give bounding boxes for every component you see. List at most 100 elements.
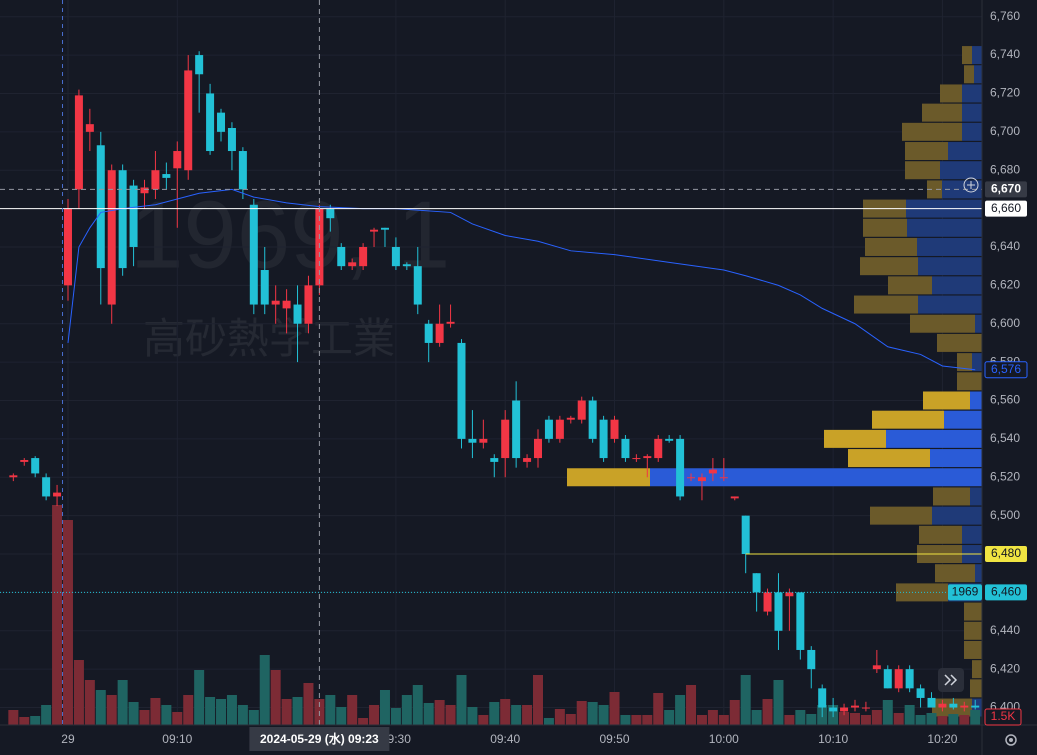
volume-bar (347, 695, 358, 725)
volume-bar (478, 715, 489, 725)
candle-body (523, 458, 532, 462)
volume-bar (806, 714, 817, 725)
volume-bar (292, 697, 303, 725)
volume-bar (95, 690, 106, 725)
add-alert-button[interactable] (963, 177, 979, 193)
y-tick-label: 6,640 (990, 239, 1020, 253)
candle-body (850, 705, 859, 708)
candle-body (184, 70, 193, 171)
volume-bar (106, 695, 117, 725)
candle-body (249, 204, 258, 305)
volume-bar (598, 705, 609, 725)
candle-body (227, 127, 236, 152)
candle-body (304, 285, 313, 324)
candles (9, 51, 980, 718)
candle-body (129, 185, 138, 247)
volume-bar (19, 717, 30, 725)
profile-down (932, 506, 982, 525)
crosshair-y-box (985, 181, 1027, 198)
candle-body (260, 270, 269, 305)
candle-body (654, 438, 663, 459)
y-tick-label: 6,600 (990, 316, 1020, 330)
price-label-text: 6,460 (991, 585, 1021, 599)
profile-up (927, 180, 942, 199)
candle-body (31, 458, 40, 474)
volume-bar (161, 705, 172, 725)
candle-body (949, 703, 958, 708)
volume-bar (467, 707, 478, 725)
profile-down (918, 295, 982, 314)
volume-bar (740, 675, 751, 725)
profile-down (972, 46, 982, 65)
volume-bar (860, 715, 871, 725)
profile-up (964, 640, 982, 659)
profile-down (907, 218, 982, 237)
candle-body (905, 669, 914, 689)
candle-body (173, 151, 182, 169)
volume-bar (686, 685, 697, 725)
crosshair-x-label: 2024-05-29 (水) 09:23 (260, 731, 379, 746)
volume-bar (8, 710, 19, 725)
candle-body (796, 592, 805, 650)
profile-up (933, 487, 970, 506)
volume-label (984, 708, 1022, 726)
x-tick-label: 10:20 (927, 732, 957, 746)
candle-body (577, 400, 586, 420)
volume-bar (718, 715, 729, 725)
volume-bar (205, 697, 216, 725)
candle-body (883, 669, 892, 689)
symbol-badge-text: 1969 (952, 585, 979, 599)
profile-up (888, 276, 932, 295)
volume-bar (73, 660, 84, 725)
volume-bar (369, 705, 380, 725)
profile-up (935, 564, 975, 583)
volume-bar (522, 705, 533, 725)
profile-down (918, 257, 982, 276)
profile-down (974, 65, 982, 84)
y-tick-label: 6,420 (990, 661, 1020, 675)
candle-body (588, 400, 597, 439)
candle-body (96, 145, 105, 269)
volume-bar (303, 683, 314, 725)
volume-bar (937, 716, 948, 725)
profile-down (886, 429, 982, 448)
volume-bar (259, 655, 270, 725)
volume-bar (358, 718, 369, 725)
candle-body (544, 419, 553, 439)
candle-body (370, 229, 379, 232)
candle-body (118, 170, 127, 269)
volume-bar (970, 710, 981, 725)
volume-bar (270, 670, 281, 725)
volume-bar (631, 715, 642, 725)
y-tick-label: 6,700 (990, 124, 1020, 138)
profile-up (870, 506, 932, 525)
profile-up (923, 391, 970, 410)
overlays (0, 0, 982, 725)
candle-body (326, 208, 335, 219)
volume-bar (434, 700, 445, 725)
profile-up (940, 84, 962, 103)
crosshair-x-box (249, 727, 390, 751)
crosshair-y-label: 6,670 (991, 182, 1021, 196)
profile-up (957, 353, 972, 372)
candle-body (512, 400, 521, 459)
candle-body (85, 124, 94, 132)
candle-body (621, 438, 630, 459)
volume-bar (554, 709, 565, 725)
profile-up (962, 46, 972, 65)
volume-bar (41, 705, 52, 725)
candle-body (238, 151, 247, 190)
candle-body (74, 95, 83, 190)
candle-body (217, 112, 226, 132)
volume-bar (325, 695, 336, 725)
y-tick-label: 6,740 (990, 47, 1020, 61)
volume-bar (959, 715, 970, 725)
candle-body (107, 170, 116, 305)
scroll-button[interactable] (938, 668, 964, 692)
settings-button[interactable] (1005, 734, 1017, 746)
volume-bar (773, 680, 784, 725)
candle-body (818, 688, 827, 708)
x-tick-label: 09:50 (599, 732, 629, 746)
candle-body (380, 227, 389, 230)
